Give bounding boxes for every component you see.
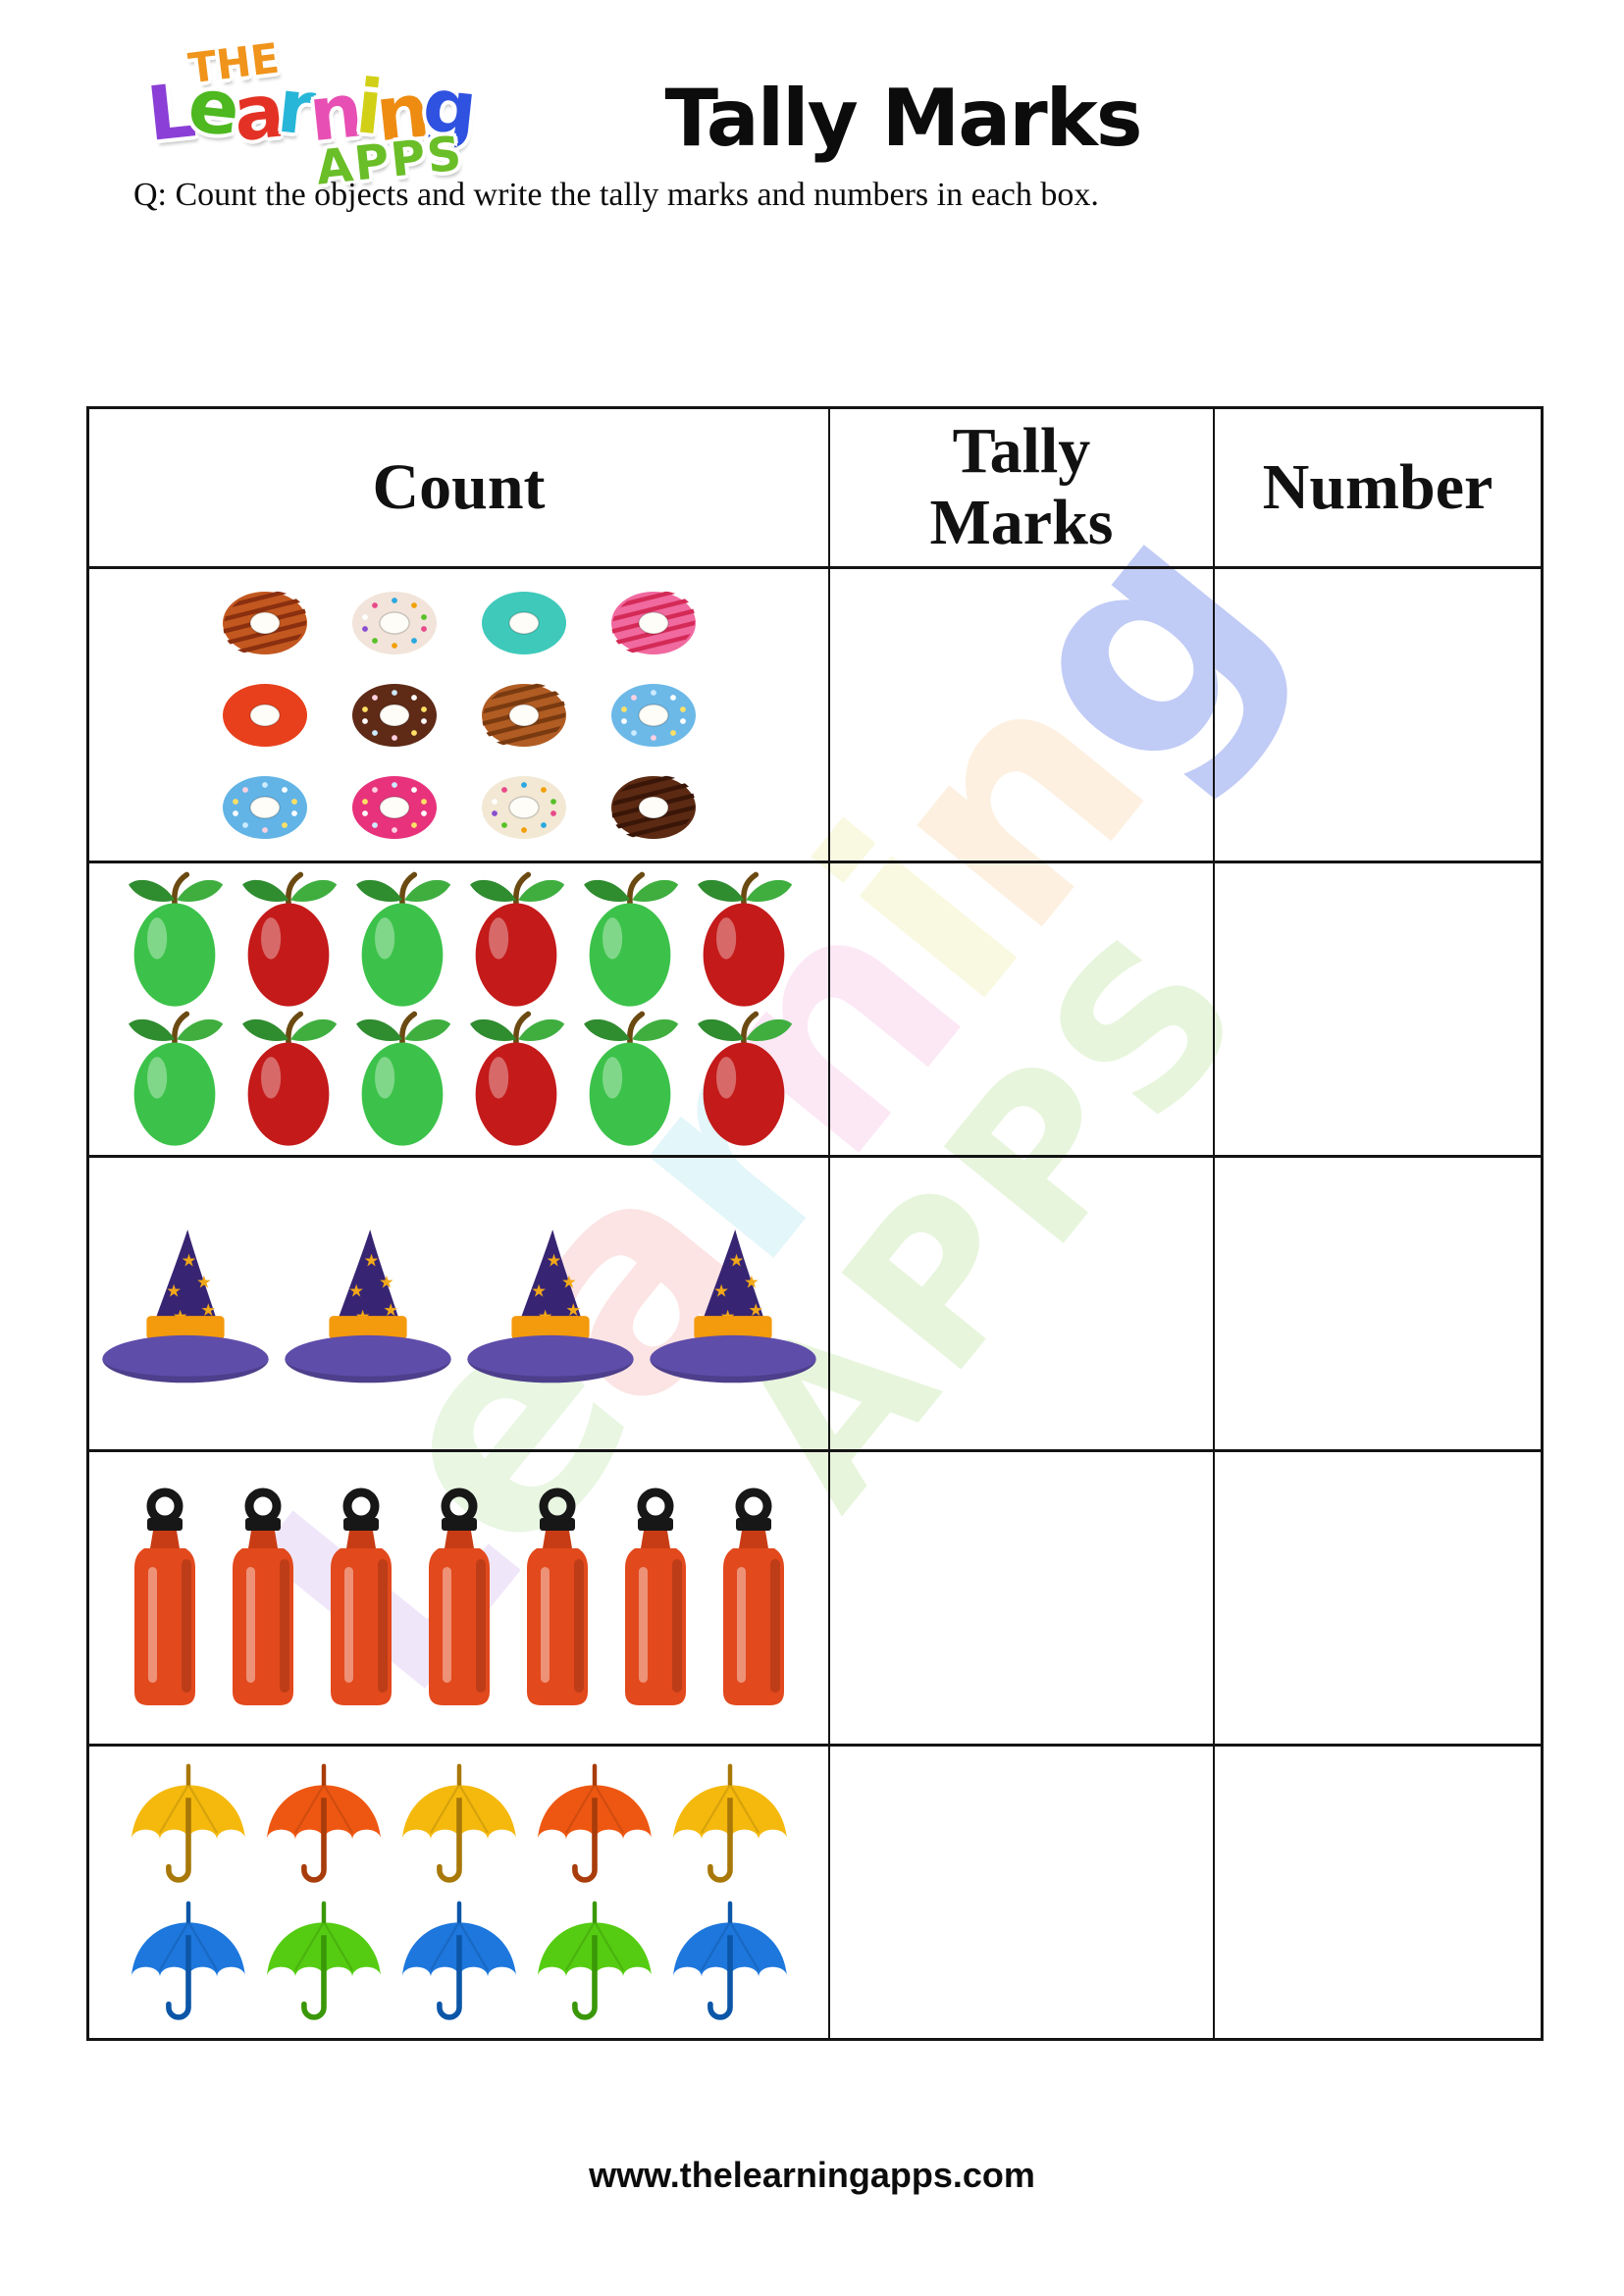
svg-text:★: ★ [196,1273,212,1292]
umbrella-grid [116,1760,803,2025]
donut-icon [349,772,440,843]
donut-icon [479,772,569,843]
donut-icon [216,583,313,658]
apple-icon [689,1010,799,1149]
witch-hat-icon: ★★★★★ [464,1223,637,1385]
umbrella-icon [664,1898,796,2025]
question-text: Q: Count the objects and write the tally… [133,177,1099,213]
umbrella-icon [123,1760,254,1888]
umbrella-icon [393,1760,525,1888]
tally-table: Count Tally Marks Number [86,406,1544,2041]
svg-text:★: ★ [565,1301,581,1321]
donut-icon [349,588,440,658]
apple-icon [120,1010,230,1149]
page-title: Tally Marks [664,73,1143,164]
bottle-icon [315,1485,407,1712]
header-number: Number [1213,409,1541,566]
apple-icon [575,870,685,1010]
donut-icon [349,680,440,751]
bottle-grid [119,1485,800,1712]
donut-icon [475,675,572,751]
svg-text:★: ★ [531,1281,547,1301]
donut-icon [608,680,699,751]
svg-text:★: ★ [181,1251,196,1271]
svg-text:★: ★ [363,1251,379,1271]
count-cell-umbrella [89,1744,828,2038]
svg-text:★: ★ [166,1281,182,1301]
count-cell-donut [89,566,828,861]
number-answer-cell-1[interactable] [1213,566,1541,861]
umbrella-icon [123,1898,254,2025]
number-answer-cell-2[interactable] [1213,861,1541,1155]
svg-text:★: ★ [728,1251,744,1271]
apple-icon [120,870,230,1010]
bottle-icon [413,1485,505,1712]
count-cell-apple [89,861,828,1155]
umbrella-icon [258,1898,390,2025]
tally-marks-answer-cell-2[interactable] [828,861,1213,1155]
header-count: Count [89,409,828,566]
apple-icon [461,1010,571,1149]
header-tally-marks: Tally Marks [828,409,1213,566]
header-count-label: Count [372,450,546,523]
svg-text:★: ★ [561,1273,577,1292]
apple-icon [347,870,457,1010]
umbrella-icon [664,1760,796,1888]
donut-icon [604,583,702,658]
witch-hat-icon: ★★★★★ [647,1223,819,1385]
apple-icon [234,870,343,1010]
svg-text:★: ★ [546,1251,561,1271]
tally-marks-answer-cell-4[interactable] [828,1449,1213,1744]
apple-grid [110,870,809,1149]
apple-icon [689,870,799,1010]
umbrella-icon [393,1898,525,2025]
umbrella-icon [529,1760,660,1888]
donut-icon [220,680,310,751]
donut-icon [220,772,310,843]
bottle-icon [119,1485,211,1712]
tally-marks-answer-cell-3[interactable] [828,1155,1213,1449]
svg-text:★: ★ [379,1273,394,1292]
svg-text:★: ★ [348,1281,364,1301]
apple-icon [575,1010,685,1149]
count-cell-witch-hat: ★★★★★ ★★★★★ ★★★★★ ★★★★★ [89,1155,828,1449]
bottle-icon [707,1485,800,1712]
bottle-icon [511,1485,603,1712]
tally-marks-answer-cell-5[interactable] [828,1744,1213,2038]
tally-marks-answer-cell-1[interactable] [828,566,1213,861]
footer-url: www.thelearningapps.com [589,2155,1035,2195]
count-cell-bottle [89,1449,828,1744]
umbrella-icon [529,1898,660,2025]
apple-icon [461,870,571,1010]
bottle-icon [609,1485,702,1712]
number-answer-cell-5[interactable] [1213,1744,1541,2038]
bottle-icon [217,1485,309,1712]
number-answer-cell-3[interactable] [1213,1155,1541,1449]
apple-icon [347,1010,457,1149]
svg-text:★: ★ [383,1301,398,1321]
donut-grid [216,583,702,843]
donut-icon [479,588,569,658]
header-number-label: Number [1262,450,1493,523]
umbrella-icon [258,1760,390,1888]
learning-apps-logo: THE Learning APPS [143,34,559,196]
donut-icon [604,767,702,843]
number-answer-cell-4[interactable] [1213,1449,1541,1744]
svg-text:★: ★ [200,1301,216,1321]
header-tally-marks-label: Tally Marks [929,415,1114,558]
witch-hat-grid: ★★★★★ ★★★★★ ★★★★★ ★★★★★ [99,1223,819,1385]
svg-text:★: ★ [748,1301,763,1321]
svg-text:★: ★ [713,1281,729,1301]
witch-hat-icon: ★★★★★ [99,1223,272,1385]
apple-icon [234,1010,343,1149]
witch-hat-icon: ★★★★★ [282,1223,454,1385]
svg-text:★: ★ [744,1273,760,1292]
